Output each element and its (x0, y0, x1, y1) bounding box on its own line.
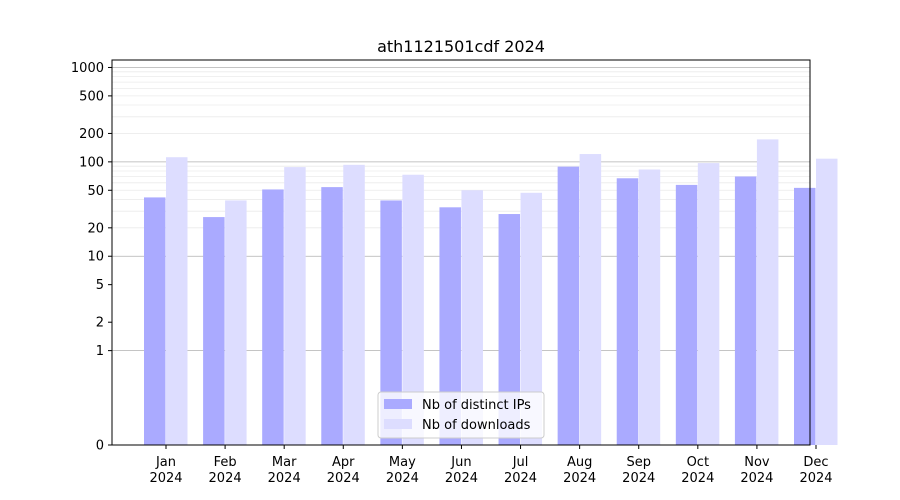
x-tick-label: Jan 2024 (149, 455, 182, 486)
bar-distinct-ips (675, 184, 698, 446)
x-tick-label: Jul 2024 (504, 455, 537, 486)
y-tick-label: 50 (87, 184, 104, 199)
y-tick-label: 500 (79, 89, 104, 104)
y-tick-label: 20 (87, 221, 104, 236)
bar-downloads (638, 169, 661, 445)
legend-label: Nb of distinct IPs (422, 398, 531, 413)
x-tick-label: Feb 2024 (209, 455, 242, 486)
legend-box (377, 391, 545, 439)
y-tick-label: 1 (96, 344, 104, 359)
x-tick-label: Oct 2024 (681, 455, 714, 486)
bar-distinct-ips (144, 197, 166, 445)
x-axis: Jan 2024 Feb 2024 Mar 2024 Apr 2024 May 2024 Jun 20… (149, 445, 833, 486)
y-tick-label: 5 (96, 278, 104, 293)
x-tick-label: Sep 2024 (622, 455, 655, 486)
x-tick-label: Dec 2024 (799, 455, 832, 486)
bar-downloads (520, 192, 543, 445)
y-tick-label: 2 (96, 316, 104, 331)
y-tick-label: 10 (87, 250, 104, 265)
bar-downloads (225, 200, 247, 445)
x-tick-label: Mar 2024 (268, 455, 301, 486)
bar-downloads (579, 154, 602, 446)
bar-downloads (816, 158, 838, 445)
bar-distinct-ips (439, 207, 461, 445)
legend-swatch (384, 399, 412, 409)
bar-distinct-ips (262, 189, 284, 445)
bar-downloads (166, 157, 188, 446)
bar-downloads (697, 163, 720, 445)
y-tick-label: 200 (79, 127, 104, 142)
bars (144, 139, 838, 446)
legend-swatch (384, 419, 412, 429)
bar-distinct-ips (498, 214, 521, 445)
legend-label: Nb of downloads (422, 418, 531, 433)
bar-distinct-ips (203, 217, 225, 445)
bar-downloads (756, 139, 779, 445)
bar-downloads (402, 174, 424, 445)
x-tick-label: May 2024 (386, 455, 419, 486)
bar-distinct-ips (616, 178, 639, 445)
legend: Nb of distinct IPs Nb of downloads (377, 391, 545, 439)
x-tick-label: Nov 2024 (740, 455, 773, 486)
y-tick-label: 100 (79, 155, 104, 170)
y-tick-label: 1000 (71, 61, 104, 76)
bar-downloads (461, 190, 483, 445)
y-axis: 0 1 2 5 10 20 50 100 200 500 1000 (71, 61, 112, 454)
grid-lines (112, 67, 810, 352)
bar-distinct-ips (734, 176, 757, 445)
x-tick-label: Jun 2024 (445, 455, 478, 486)
x-tick-label: Aug 2024 (563, 455, 596, 486)
y-tick-label: 0 (96, 439, 104, 454)
bar-distinct-ips (794, 187, 816, 446)
bar-distinct-ips (380, 200, 402, 445)
x-tick-label: Apr 2024 (327, 455, 360, 486)
bar-downloads (343, 164, 365, 445)
chart-title: ath1121501cdf 2024 (377, 37, 545, 56)
bar-downloads (284, 167, 306, 445)
bar-distinct-ips (557, 166, 580, 446)
bar-distinct-ips (321, 187, 343, 446)
